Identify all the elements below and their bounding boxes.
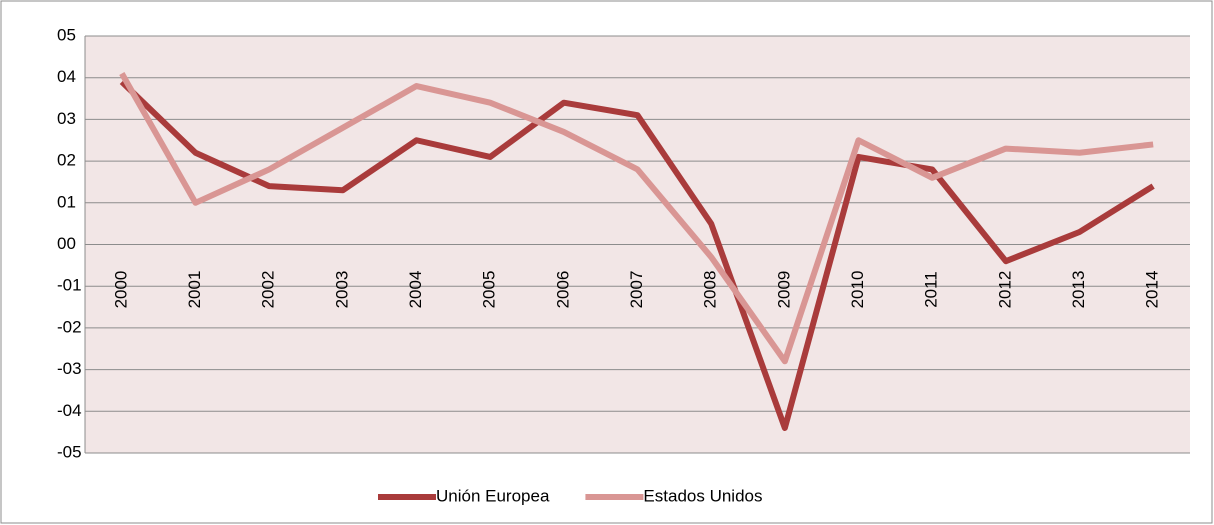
series-line (119, 79, 1155, 431)
x-tick-label: 2014 (1143, 271, 1162, 309)
y-tick-label: 04 (57, 67, 76, 86)
y-tick-label: 03 (57, 109, 76, 128)
x-tick-label: 2009 (774, 271, 793, 309)
y-tick-label: -04 (57, 401, 82, 420)
y-tick-label: -01 (57, 276, 82, 295)
x-tick-label: 2001 (185, 271, 204, 309)
y-tick-label: 01 (57, 192, 76, 211)
x-tick-label: 2012 (995, 271, 1014, 309)
x-tick-label: 2013 (1069, 271, 1088, 309)
x-tick-label: 2006 (553, 271, 572, 309)
x-tick-label: 2004 (406, 271, 425, 309)
series-line (119, 72, 1154, 365)
x-tick-label: 2002 (259, 271, 278, 309)
y-tick-label: -02 (57, 317, 82, 336)
x-tick-label: 2007 (627, 271, 646, 309)
x-tick-label: 2008 (701, 271, 720, 309)
x-tick-label: 2011 (922, 271, 941, 308)
legend-label: Unión Europea (436, 486, 550, 505)
x-tick-label: 2010 (848, 271, 867, 309)
y-tick-label: -03 (57, 359, 82, 378)
y-tick-label: 02 (57, 151, 76, 170)
legend-label: Estados Unidos (643, 486, 762, 505)
x-tick-label: 2000 (111, 271, 130, 309)
y-tick-label: 05 (57, 25, 76, 44)
y-tick-label: -05 (57, 442, 82, 461)
y-tick-label: 00 (57, 234, 76, 253)
x-tick-label: 2005 (480, 271, 499, 309)
x-tick-label: 2003 (332, 271, 351, 309)
